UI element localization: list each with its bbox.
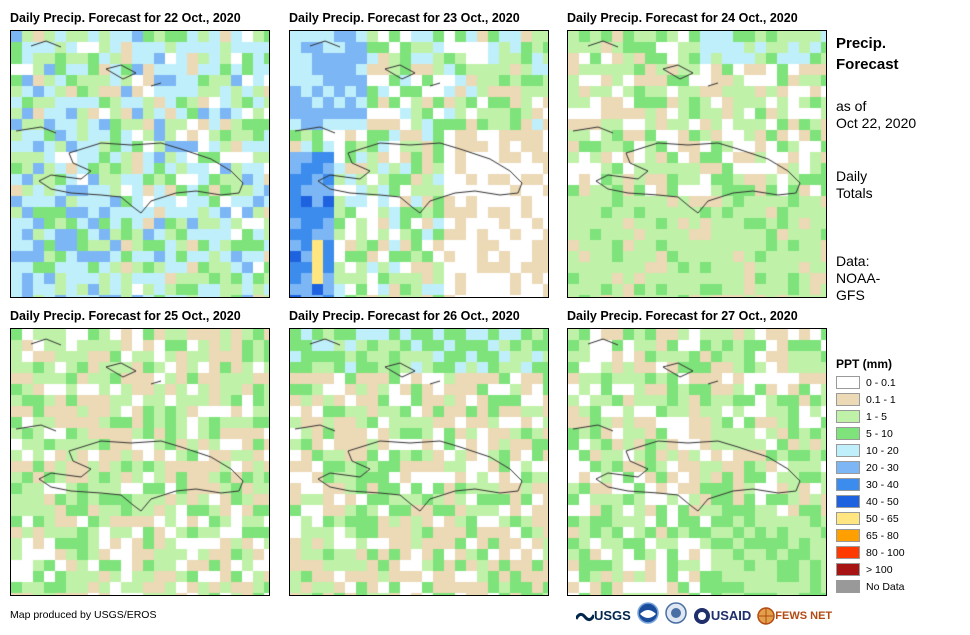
legend-label: 0.1 - 1 <box>866 393 896 406</box>
usgs-logo: USGS <box>576 608 631 623</box>
legend-item: 5 - 10 <box>836 425 905 442</box>
totals-line1: Daily <box>836 168 868 184</box>
totals-note: Daily Totals <box>836 168 873 202</box>
legend-label: 0 - 0.1 <box>866 376 896 389</box>
fewsnet-logo: FEWS NET <box>757 606 833 625</box>
precip-map <box>289 328 549 596</box>
legend-item: 30 - 40 <box>836 476 905 493</box>
legend-swatch <box>836 529 860 542</box>
legend-label: > 100 <box>866 563 893 576</box>
legend-swatch <box>836 580 860 593</box>
legend-item: 50 - 65 <box>836 510 905 527</box>
legend-swatch <box>836 410 860 423</box>
precip-map <box>10 30 270 298</box>
precip-legend: PPT (mm) 0 - 0.1 0.1 - 1 1 - 5 5 - 10 10 - 2… <box>836 357 905 595</box>
legend-item: 0 - 0.1 <box>836 374 905 391</box>
precip-map <box>567 328 827 596</box>
panel-title: Daily Precip. Forecast for 25 Oct., 2020 <box>10 309 241 323</box>
panel-title: Daily Precip. Forecast for 24 Oct., 2020 <box>567 11 798 25</box>
legend-item: 0.1 - 1 <box>836 391 905 408</box>
legend-swatch <box>836 563 860 576</box>
legend-swatch <box>836 495 860 508</box>
legend-label: 5 - 10 <box>866 427 893 440</box>
precip-map <box>567 30 827 298</box>
totals-line2: Totals <box>836 185 873 201</box>
legend-swatch <box>836 444 860 457</box>
usaid-logo-text: USAID <box>710 608 752 623</box>
legend-swatch <box>836 478 860 491</box>
legend-label: 1 - 5 <box>866 410 888 423</box>
panel-title: Daily Precip. Forecast for 23 Oct., 2020 <box>289 11 520 25</box>
legend-swatch <box>836 512 860 525</box>
panel-title: Daily Precip. Forecast for 26 Oct., 2020 <box>289 309 520 323</box>
legend-item: 40 - 50 <box>836 493 905 510</box>
precip-map <box>289 30 549 298</box>
legend-item: No Data <box>836 578 905 595</box>
legend-swatch <box>836 376 860 389</box>
fewsnet-globe-icon <box>757 606 776 625</box>
noaa-logo-icon <box>637 602 659 629</box>
doc-seal-icon <box>665 602 687 629</box>
map-credit: Map produced by USGS/EROS <box>10 609 157 621</box>
data-source-line3: GFS <box>836 287 865 303</box>
data-source-line2: NOAA- <box>836 270 881 286</box>
agency-logos: USGS USAID FEWS NET <box>576 602 832 629</box>
legend-item: 20 - 30 <box>836 459 905 476</box>
legend-swatch <box>836 427 860 440</box>
legend-items: 0 - 0.1 0.1 - 1 1 - 5 5 - 10 10 - 20 20 - 30 3… <box>836 374 905 595</box>
legend-label: No Data <box>866 580 905 593</box>
sidebar-title: Precip. Forecast <box>836 33 946 75</box>
as-of-value: Oct 22, 2020 <box>836 115 917 131</box>
sidebar-title-line1: Precip. <box>836 35 887 52</box>
legend-label: 30 - 40 <box>866 478 899 491</box>
legend-swatch <box>836 393 860 406</box>
usaid-seal-icon <box>693 607 710 624</box>
legend-swatch <box>836 546 860 559</box>
legend-label: 50 - 65 <box>866 512 899 525</box>
usgs-logo-text: USGS <box>594 608 631 623</box>
legend-item: 65 - 80 <box>836 527 905 544</box>
as-of-date: as of Oct 22, 2020 <box>836 98 916 132</box>
legend-item: 1 - 5 <box>836 408 905 425</box>
data-source-line1: Data: <box>836 253 870 269</box>
usaid-logo: USAID <box>693 607 751 625</box>
legend-label: 65 - 80 <box>866 529 899 542</box>
legend-swatch <box>836 461 860 474</box>
usgs-wave-icon <box>576 612 594 621</box>
precip-map <box>10 328 270 596</box>
legend-label: 10 - 20 <box>866 444 899 457</box>
panel-title: Daily Precip. Forecast for 27 Oct., 2020 <box>567 309 798 323</box>
legend-label: 20 - 30 <box>866 461 899 474</box>
legend-title: PPT (mm) <box>836 357 893 371</box>
sidebar-title-line2: Forecast <box>836 56 899 73</box>
legend-label: 80 - 100 <box>866 546 905 559</box>
legend-label: 40 - 50 <box>866 495 899 508</box>
legend-item: 10 - 20 <box>836 442 905 459</box>
as-of-label: as of <box>836 98 867 114</box>
legend-item: > 100 <box>836 561 905 578</box>
legend-item: 80 - 100 <box>836 544 905 561</box>
fewsnet-logo-text: FEWS NET <box>775 609 833 622</box>
data-source: Data: NOAA- GFS <box>836 253 880 304</box>
panel-title: Daily Precip. Forecast for 22 Oct., 2020 <box>10 11 241 25</box>
